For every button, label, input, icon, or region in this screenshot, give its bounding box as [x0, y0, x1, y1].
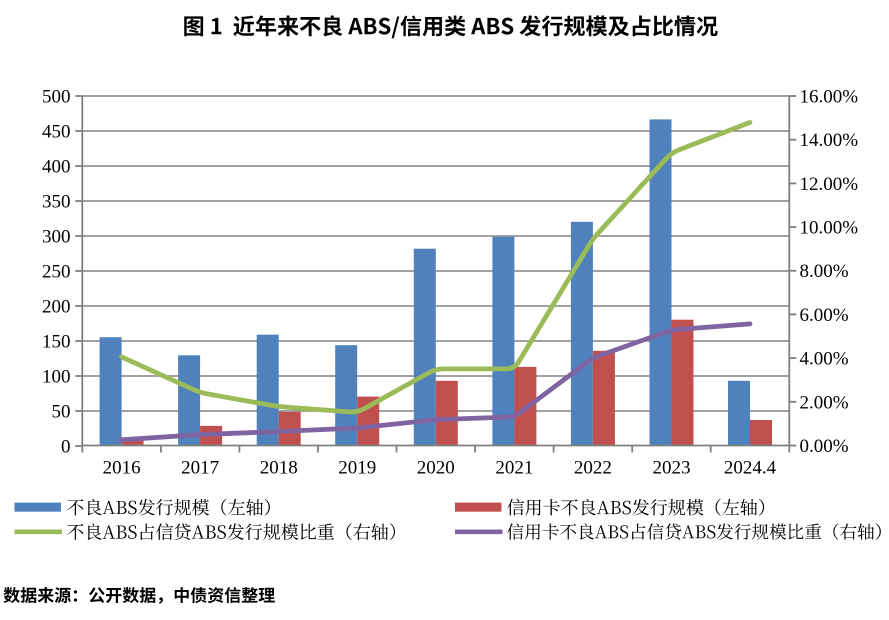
svg-text:2018: 2018: [260, 457, 298, 478]
svg-text:2022: 2022: [574, 457, 612, 478]
svg-text:250: 250: [42, 262, 71, 283]
svg-text:8.00%: 8.00%: [800, 261, 849, 282]
svg-text:450: 450: [42, 122, 71, 143]
svg-text:350: 350: [42, 192, 71, 213]
svg-text:6.00%: 6.00%: [800, 305, 849, 326]
svg-text:2023: 2023: [653, 457, 691, 478]
svg-text:2016: 2016: [103, 457, 141, 478]
svg-text:0.00%: 0.00%: [800, 436, 849, 457]
svg-text:4.00%: 4.00%: [800, 349, 849, 370]
svg-text:14.00%: 14.00%: [800, 130, 859, 151]
svg-text:12.00%: 12.00%: [800, 174, 859, 195]
svg-text:400: 400: [42, 157, 71, 178]
svg-text:100: 100: [42, 367, 71, 388]
svg-text:500: 500: [42, 87, 71, 108]
svg-text:16.00%: 16.00%: [800, 87, 859, 108]
svg-text:2021: 2021: [495, 457, 533, 478]
svg-text:2019: 2019: [338, 457, 376, 478]
svg-text:10.00%: 10.00%: [800, 218, 859, 239]
svg-text:2024.4: 2024.4: [724, 457, 777, 478]
svg-text:0: 0: [61, 437, 71, 458]
svg-text:150: 150: [42, 332, 71, 353]
svg-text:200: 200: [42, 297, 71, 318]
svg-text:2.00%: 2.00%: [800, 392, 849, 413]
svg-text:300: 300: [42, 227, 71, 248]
svg-text:2017: 2017: [181, 457, 219, 478]
svg-text:50: 50: [52, 402, 71, 423]
svg-text:2020: 2020: [417, 457, 455, 478]
